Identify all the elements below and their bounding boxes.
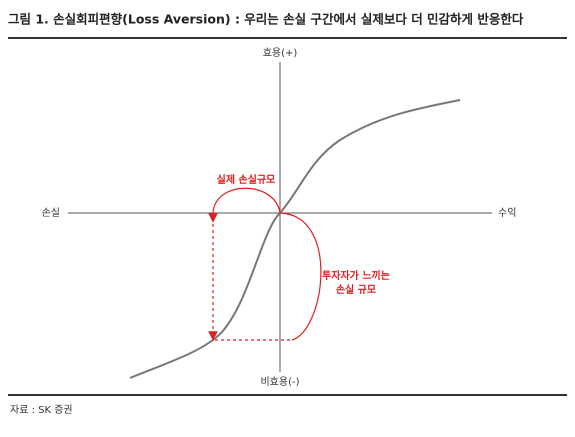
axis-label-right: 수익 <box>498 207 516 219</box>
actual-loss-arc <box>212 187 281 214</box>
value-curve <box>129 99 461 379</box>
annotation: 실제 손실규모 <box>217 173 276 186</box>
axis-label-left: 손실 <box>42 207 60 219</box>
axis-label-top: 효용(+) <box>263 47 298 59</box>
perceived-loss-arc <box>279 212 322 341</box>
annotation: 투자자가 느끼는 <box>322 269 390 282</box>
title: 그림 1. 손실회피편향(Loss Aversion) : 우리는 손실 구간에… <box>8 12 524 27</box>
source: 자료 : SK 증권 <box>10 404 73 416</box>
axis-label-bottom: 비효용(-) <box>260 376 299 388</box>
annotation: 손실 규모 <box>336 283 376 296</box>
